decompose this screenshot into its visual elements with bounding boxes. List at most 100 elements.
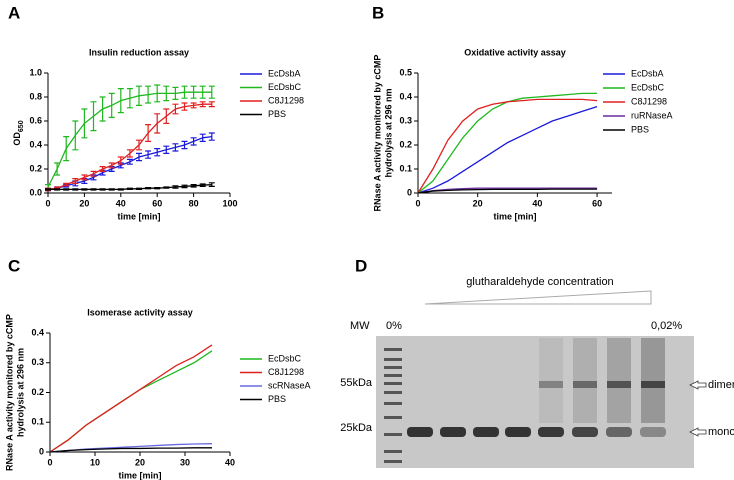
error-bar bbox=[163, 85, 170, 102]
error-bar bbox=[117, 156, 124, 165]
chart-title: Isomerase activity assay bbox=[87, 307, 193, 317]
error-bar bbox=[190, 137, 197, 146]
y-tick-label: 0 bbox=[39, 446, 44, 456]
error-bar bbox=[172, 143, 179, 152]
legend-label: EcDsbC bbox=[268, 82, 302, 92]
monomer-band bbox=[473, 427, 499, 437]
legend-label: EcDsbA bbox=[631, 68, 664, 78]
y-tick-label: 0 bbox=[407, 187, 412, 197]
x-tick-label: 80 bbox=[189, 198, 199, 208]
legend-label: C8J1298 bbox=[268, 367, 304, 377]
size-label: 25kDa bbox=[340, 422, 373, 434]
error-bar bbox=[90, 101, 97, 132]
gel-image bbox=[376, 336, 694, 468]
ladder-band bbox=[384, 382, 402, 385]
mw-label: MW bbox=[350, 320, 370, 332]
error-bar bbox=[90, 188, 97, 191]
x-tick-label: 0 bbox=[45, 198, 50, 208]
ladder-band bbox=[384, 366, 402, 369]
error-bar bbox=[136, 152, 142, 162]
x-tick-label: 20 bbox=[135, 457, 145, 467]
monomer-band bbox=[572, 427, 598, 437]
legend-label: EcDsbA bbox=[268, 68, 301, 78]
legend-label: ruRNaseA bbox=[631, 110, 673, 120]
error-bar bbox=[90, 170, 97, 177]
smear bbox=[607, 338, 631, 423]
y-tick-label: 0.8 bbox=[29, 91, 42, 101]
ladder-band bbox=[384, 348, 402, 351]
error-bar bbox=[81, 188, 88, 191]
legend-label: PBS bbox=[631, 124, 649, 134]
y-tick-label: 0.3 bbox=[31, 357, 44, 367]
error-bar bbox=[181, 102, 188, 111]
error-bar bbox=[136, 85, 142, 106]
error-bar bbox=[63, 136, 70, 162]
x-tick-label: 60 bbox=[152, 198, 162, 208]
error-bar bbox=[126, 158, 133, 165]
error-bar bbox=[208, 85, 215, 99]
series-line bbox=[49, 350, 213, 453]
y-axis-label-subscript: 650 bbox=[18, 120, 25, 132]
x-tick-label: 40 bbox=[532, 198, 542, 208]
error-bar bbox=[81, 108, 88, 139]
error-bar bbox=[117, 188, 124, 191]
x-axis-label: time [min] bbox=[118, 470, 161, 480]
error-bar bbox=[136, 187, 142, 190]
x-tick-label: 10 bbox=[90, 457, 100, 467]
error-bar bbox=[72, 188, 79, 191]
error-bar bbox=[190, 85, 197, 99]
legend-label: EcDsbC bbox=[268, 353, 302, 363]
error-bar bbox=[45, 188, 51, 191]
y-tick-label: 0.0 bbox=[29, 187, 42, 197]
error-bar bbox=[63, 188, 70, 191]
y-axis-label: hydrolysis at 296 nm bbox=[15, 348, 25, 437]
error-bar bbox=[154, 113, 161, 134]
legend-label: scRNaseA bbox=[268, 380, 311, 390]
panel-label: C bbox=[8, 256, 20, 275]
error-bar bbox=[208, 132, 215, 141]
error-bar bbox=[145, 85, 152, 104]
monomer-band bbox=[505, 427, 531, 437]
y-tick-label: 0.1 bbox=[31, 417, 44, 427]
smear bbox=[641, 338, 665, 423]
concentration-wedge bbox=[424, 290, 652, 305]
series-line bbox=[49, 344, 213, 453]
error-bar bbox=[154, 148, 161, 157]
error-bar bbox=[72, 178, 79, 184]
panel-label: A bbox=[8, 3, 20, 22]
error-bar bbox=[172, 185, 179, 189]
series-line bbox=[49, 447, 212, 453]
error-bar bbox=[190, 184, 197, 188]
x-tick-label: 20 bbox=[79, 198, 89, 208]
error-bar bbox=[145, 187, 152, 190]
y-axis-label-main: OD bbox=[12, 132, 22, 146]
end-label: 0,02% bbox=[651, 320, 682, 332]
series-line bbox=[417, 98, 598, 194]
monomer-band bbox=[407, 427, 433, 437]
ladder-band bbox=[384, 374, 402, 377]
error-bar bbox=[163, 186, 170, 189]
monomer-band bbox=[640, 427, 666, 437]
x-axis-label: time [min] bbox=[493, 211, 536, 221]
series-line bbox=[417, 105, 598, 194]
y-tick-label: 0.5 bbox=[399, 67, 412, 77]
legend-label: EcDsbC bbox=[631, 82, 665, 92]
error-bar bbox=[145, 124, 152, 142]
y-tick-label: 0.4 bbox=[29, 139, 42, 149]
ladder-band bbox=[384, 460, 402, 463]
error-bar bbox=[163, 145, 170, 154]
error-bar bbox=[108, 162, 115, 169]
chart-title: Oxidative activity assay bbox=[464, 47, 566, 57]
y-axis-label: hydrolysis at 296 nm bbox=[383, 88, 393, 177]
error-bar bbox=[99, 96, 106, 122]
ladder-band bbox=[384, 433, 402, 436]
series-line bbox=[417, 188, 598, 194]
error-bar bbox=[181, 85, 188, 99]
y-tick-label: 0.3 bbox=[399, 115, 412, 125]
gel-title: glutharaldehyde concentration bbox=[466, 276, 613, 288]
series-line bbox=[47, 103, 212, 191]
x-tick-label: 40 bbox=[116, 198, 126, 208]
error-bar bbox=[154, 187, 161, 190]
ladder-band bbox=[384, 450, 402, 453]
y-tick-label: 0.1 bbox=[399, 163, 412, 173]
